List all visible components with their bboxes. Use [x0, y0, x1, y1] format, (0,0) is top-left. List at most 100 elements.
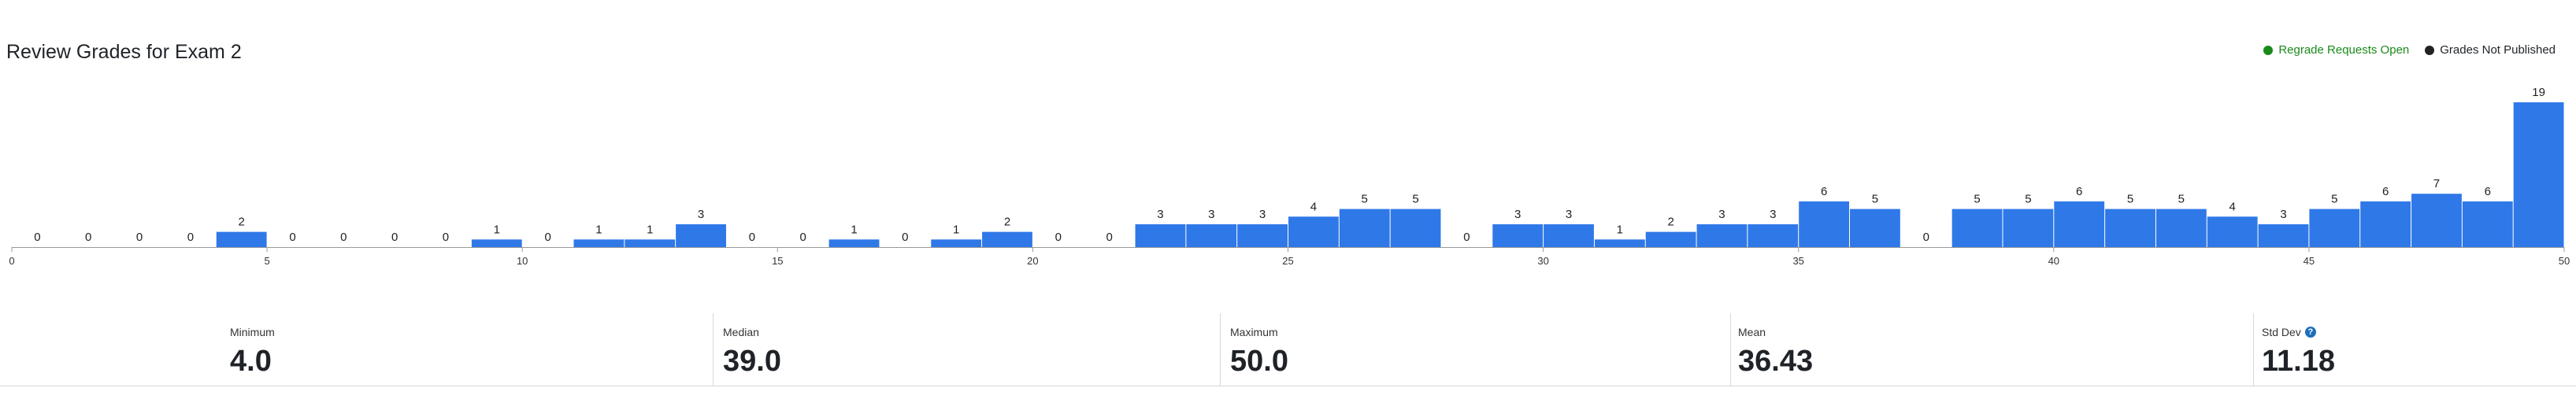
histogram-bar [471, 239, 522, 247]
x-tick-label: 5 [264, 255, 269, 267]
bar-value-label: 5 [1362, 193, 1368, 206]
x-tick-label: 10 [517, 255, 528, 267]
x-tick-label: 30 [1537, 255, 1548, 267]
bar-value-label: 5 [2331, 193, 2337, 206]
bar-value-label: 5 [2127, 193, 2133, 206]
help-icon[interactable]: ? [2304, 327, 2316, 338]
bar-value-label: 2 [239, 216, 245, 229]
bar-value-label: 1 [647, 223, 653, 236]
stat-minimum: Minimum 4.0 [0, 313, 713, 386]
bar-value-label: 0 [391, 231, 398, 244]
histogram-bar [2105, 209, 2155, 247]
bar-value-label: 3 [1259, 208, 1266, 221]
x-tick-label: 20 [1027, 255, 1038, 267]
stat-maximum: Maximum 50.0 [1220, 313, 1731, 386]
bar-value-label: 4 [2229, 200, 2235, 213]
histogram-bar [2360, 201, 2411, 247]
bar-value-label: 1 [851, 223, 857, 236]
bar-value-label: 6 [2382, 185, 2389, 198]
stat-median-label: Median [723, 326, 759, 338]
page-title: Review Grades for Exam 2 [6, 41, 242, 63]
histogram-bar [2411, 194, 2462, 247]
histogram-bar [1696, 224, 1748, 247]
stats-panel: Minimum 4.0 Median 39.0 Maximum 50.0 Mea… [0, 305, 2576, 386]
legend-not-published-label: Grades Not Published [2440, 43, 2556, 57]
histogram-bar [1799, 201, 1850, 247]
histogram-bar [2054, 201, 2105, 247]
x-tick-label: 0 [9, 255, 14, 267]
stat-minimum-label: Minimum [230, 326, 275, 338]
bar-value-label: 0 [289, 231, 295, 244]
bar-value-label: 7 [2433, 177, 2440, 190]
bar-value-label: 0 [800, 231, 806, 244]
histogram-bar [1850, 209, 1900, 247]
bar-value-label: 3 [698, 208, 704, 221]
histogram-bar [2155, 209, 2207, 247]
stat-maximum-value: 50.0 [1230, 345, 1288, 378]
bar-value-label: 3 [1718, 208, 1725, 221]
bar-value-label: 0 [749, 231, 755, 244]
stat-maximum-label: Maximum [1230, 326, 1278, 338]
histogram-bar [676, 224, 726, 247]
histogram-bar [2462, 201, 2513, 247]
stat-minimum-value: 4.0 [230, 345, 272, 378]
histogram-bar [828, 239, 880, 247]
bar-value-label: 2 [1004, 216, 1010, 229]
bar-value-label: 3 [1566, 208, 1572, 221]
stat-mean: Mean 36.43 [1730, 313, 2254, 386]
histogram-bar [931, 239, 982, 247]
bar-value-label: 1 [953, 223, 959, 236]
x-tick-label: 40 [2048, 255, 2059, 267]
bar-value-label: 4 [1310, 200, 1317, 213]
bar-value-label: 0 [544, 231, 550, 244]
bar-value-label: 3 [1157, 208, 1163, 221]
bar-value-label: 1 [1617, 223, 1623, 236]
bar-value-label: 5 [1412, 193, 1418, 206]
not-published-dot-icon [2425, 45, 2435, 55]
bar-value-label: 0 [85, 231, 91, 244]
bar-value-label: 0 [34, 231, 40, 244]
histogram-bar [1339, 209, 1390, 247]
bar-value-label: 5 [2178, 193, 2185, 206]
histogram-bar [216, 231, 267, 247]
bar-value-label: 1 [494, 223, 500, 236]
bar-value-label: 0 [1463, 231, 1470, 244]
histogram-bar [1748, 224, 1799, 247]
histogram-bar [2513, 102, 2564, 247]
legend-not-published: Grades Not Published [2425, 43, 2556, 57]
bar-value-label: 0 [136, 231, 143, 244]
bar-value-label: 0 [1106, 231, 1112, 244]
bar-value-label: 0 [187, 231, 194, 244]
regrade-open-dot-icon [2263, 45, 2274, 55]
bar-value-label: 6 [1821, 185, 1827, 198]
bar-value-label: 5 [2025, 193, 2031, 206]
histogram-bar [1544, 224, 1594, 247]
stat-mean-value: 36.43 [1738, 345, 1814, 378]
histogram-bar [2258, 224, 2309, 247]
x-tick-label: 35 [1792, 255, 1803, 267]
legend-regrade-open-label: Regrade Requests Open [2278, 43, 2410, 57]
bar-value-label: 2 [1667, 216, 1673, 229]
bar-value-label: 5 [1974, 193, 1980, 206]
histogram-bar [1186, 224, 1237, 247]
stat-std-dev-label-wrap: Std Dev ? [2262, 326, 2316, 338]
histogram-bar [573, 239, 625, 247]
stat-median: Median 39.0 [713, 313, 1221, 386]
bar-value-label: 3 [1514, 208, 1521, 221]
bar-value-label: 6 [2485, 185, 2491, 198]
bar-value-label: 3 [1208, 208, 1214, 221]
x-tick-label: 50 [2559, 255, 2570, 267]
status-legend: Regrade Requests Open Grades Not Publish… [2263, 43, 2556, 57]
x-tick-label: 45 [2304, 255, 2315, 267]
stat-std-dev-label: Std Dev [2262, 326, 2301, 338]
histogram-bar [1237, 224, 1288, 247]
bar-value-label: 6 [2076, 185, 2082, 198]
histogram-bar [1951, 209, 2003, 247]
histogram-bar [2003, 209, 2054, 247]
histogram-bar [1594, 239, 1645, 247]
histogram-bar [2207, 216, 2258, 247]
bar-value-label: 3 [1770, 208, 1776, 221]
bar-value-label: 3 [2280, 208, 2286, 221]
histogram-bar [1645, 231, 1696, 247]
x-tick-label: 15 [772, 255, 783, 267]
